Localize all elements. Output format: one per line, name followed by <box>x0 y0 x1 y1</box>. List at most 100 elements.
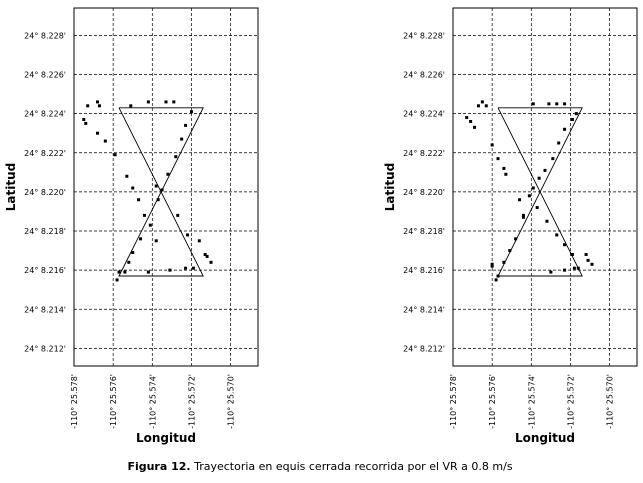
data-point <box>576 266 580 270</box>
data-point <box>154 239 158 243</box>
data-point <box>543 168 547 172</box>
data-point <box>131 186 135 190</box>
data-point <box>137 198 141 202</box>
data-point <box>551 157 555 161</box>
data-point <box>535 206 539 210</box>
data-point <box>469 119 473 123</box>
data-point <box>508 249 512 253</box>
data-point <box>574 112 578 116</box>
chart: 24° 8.228' 24° 8.226' 24° 8.224' 24° 8.222'… <box>383 7 638 445</box>
data-point <box>180 137 184 141</box>
y-tick-label: 24° 8.214' <box>403 305 445 314</box>
x-tick-label: -110° 25.572' <box>187 374 196 429</box>
y-tick-label: 24° 8.222' <box>24 149 66 158</box>
data-point <box>113 153 117 157</box>
data-point <box>555 102 559 106</box>
x-tick-label: -110° 25.576' <box>488 374 497 429</box>
data-point <box>563 243 567 247</box>
data-point <box>502 166 506 170</box>
x-tick-label: -110° 25.578' <box>70 374 79 429</box>
y-tick-label: 24° 8.218' <box>24 227 66 236</box>
data-point <box>572 266 576 270</box>
x-tick-label: -110° 25.578' <box>449 374 458 429</box>
y-tick-label: 24° 8.224' <box>24 110 66 119</box>
caption: Figura 12. Trayectoria en equis cerrada … <box>127 460 512 473</box>
data-point <box>502 260 506 264</box>
data-point <box>518 198 522 202</box>
data-point <box>95 131 99 135</box>
data-point <box>521 213 525 217</box>
planned-path <box>118 107 204 277</box>
y-tick-label: 24° 8.220' <box>24 188 66 197</box>
y-tick-label: 24° 8.226' <box>403 71 445 80</box>
data-point <box>146 270 150 274</box>
data-point <box>168 268 172 272</box>
data-point <box>189 110 193 114</box>
y-tick-label: 24° 8.226' <box>24 71 66 80</box>
y-tick-label: 24° 8.220' <box>403 188 445 197</box>
data-point <box>174 155 178 159</box>
y-tick-label: 24° 8.216' <box>24 266 66 275</box>
data-point <box>172 100 176 104</box>
y-tick-label: 24° 8.212' <box>403 344 445 353</box>
x-axis-title: Longitud <box>136 431 196 445</box>
data-point <box>555 233 559 237</box>
x-tick-label: -110° 25.570' <box>606 374 615 429</box>
data-point <box>563 102 567 106</box>
data-point <box>203 252 207 256</box>
data-point <box>125 174 129 178</box>
data-point <box>123 270 127 274</box>
data-point <box>127 260 131 264</box>
data-point <box>166 172 170 176</box>
data-point <box>531 186 535 190</box>
chart: 24° 8.228' 24° 8.226' 24° 8.224' 24° 8.222'… <box>4 7 259 445</box>
data-point <box>191 266 195 270</box>
data-point <box>115 278 119 282</box>
y-tick-label: 24° 8.212' <box>24 344 66 353</box>
caption-text: Trayectoria en equis cerrada recorrida p… <box>193 460 513 473</box>
data-point <box>186 233 190 237</box>
data-point <box>139 237 143 241</box>
x-tick-label: -110° 25.574' <box>527 374 536 429</box>
data-point <box>176 213 180 217</box>
data-point <box>205 254 209 258</box>
plot-frame <box>73 7 259 367</box>
data-point <box>473 125 477 129</box>
data-point <box>531 102 535 106</box>
data-point <box>476 104 480 108</box>
y-axis-title: Latitud <box>4 163 18 211</box>
data-point <box>154 184 158 188</box>
data-point <box>590 262 594 266</box>
data-point <box>545 219 549 223</box>
data-point <box>547 102 551 106</box>
data-point <box>586 258 590 262</box>
data-point <box>496 274 500 278</box>
data-point <box>490 264 494 268</box>
data-point <box>148 223 152 227</box>
data-point <box>86 104 90 108</box>
data-point <box>504 172 508 176</box>
y-tick-label: 24° 8.214' <box>24 305 66 314</box>
data-point <box>490 262 494 266</box>
data-point <box>160 188 164 192</box>
x-tick-label: -110° 25.572' <box>566 374 575 429</box>
data-point <box>570 252 574 256</box>
data-point <box>142 213 146 217</box>
data-point <box>484 104 488 108</box>
data-point <box>164 100 168 104</box>
data-point <box>95 100 99 104</box>
data-point <box>521 215 525 219</box>
data-point <box>184 123 188 127</box>
data-point <box>209 260 213 264</box>
y-tick-label: 24° 8.222' <box>403 149 445 158</box>
data-point <box>480 100 484 104</box>
data-point <box>117 270 121 274</box>
data-point <box>563 268 567 272</box>
y-tick-label: 24° 8.228' <box>24 31 66 40</box>
data-point <box>527 194 531 198</box>
x-tick-label: -110° 25.576' <box>109 374 118 429</box>
x-tick-label: -110° 25.570' <box>227 374 236 429</box>
data-point <box>129 104 133 108</box>
y-tick-label: 24° 8.224' <box>403 110 445 119</box>
